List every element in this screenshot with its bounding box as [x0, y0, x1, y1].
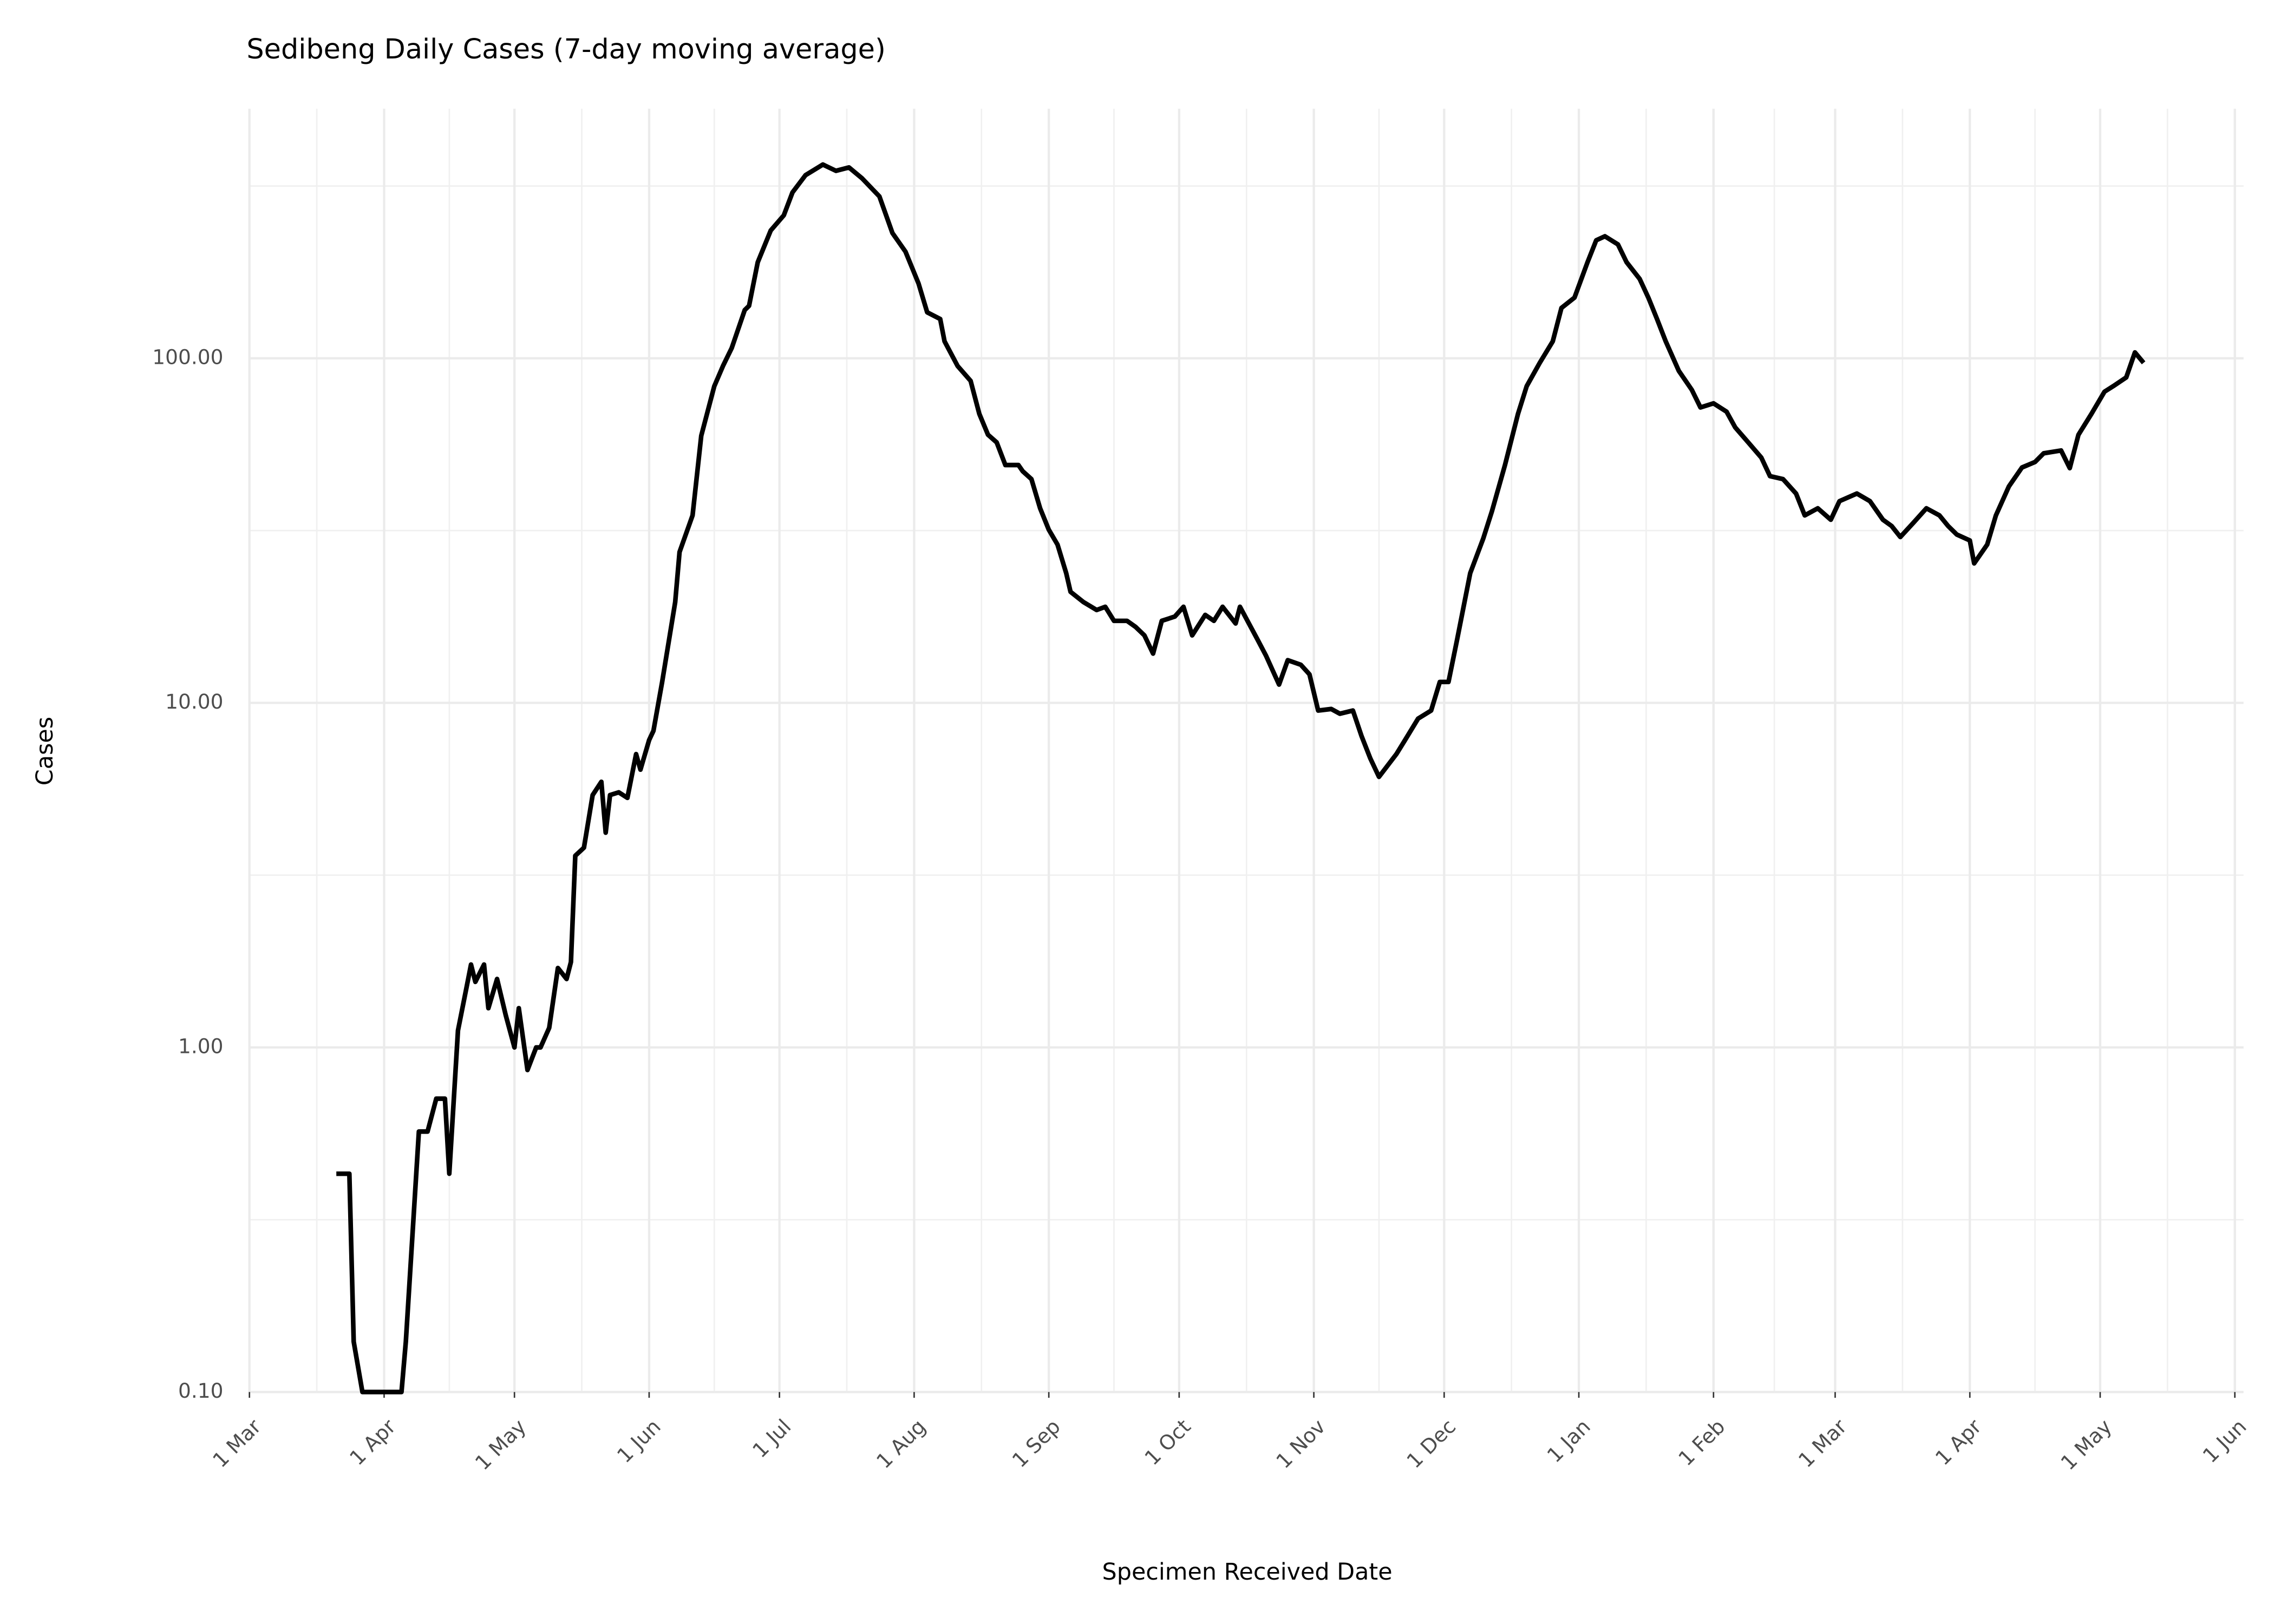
chart-title: Sedibeng Daily Cases (7-day moving avera…	[246, 34, 885, 66]
y-tick-label: 100.00	[152, 345, 223, 369]
y-axis-label: Cases	[31, 717, 58, 785]
y-tick-label: 10.00	[165, 690, 223, 713]
data-line	[336, 162, 2146, 1394]
y-tick-label: 1.00	[178, 1034, 224, 1058]
x-axis-label: Specimen Received Date	[1102, 1558, 1393, 1586]
grid	[248, 108, 2244, 1393]
y-tick-label: 0.10	[178, 1379, 224, 1403]
